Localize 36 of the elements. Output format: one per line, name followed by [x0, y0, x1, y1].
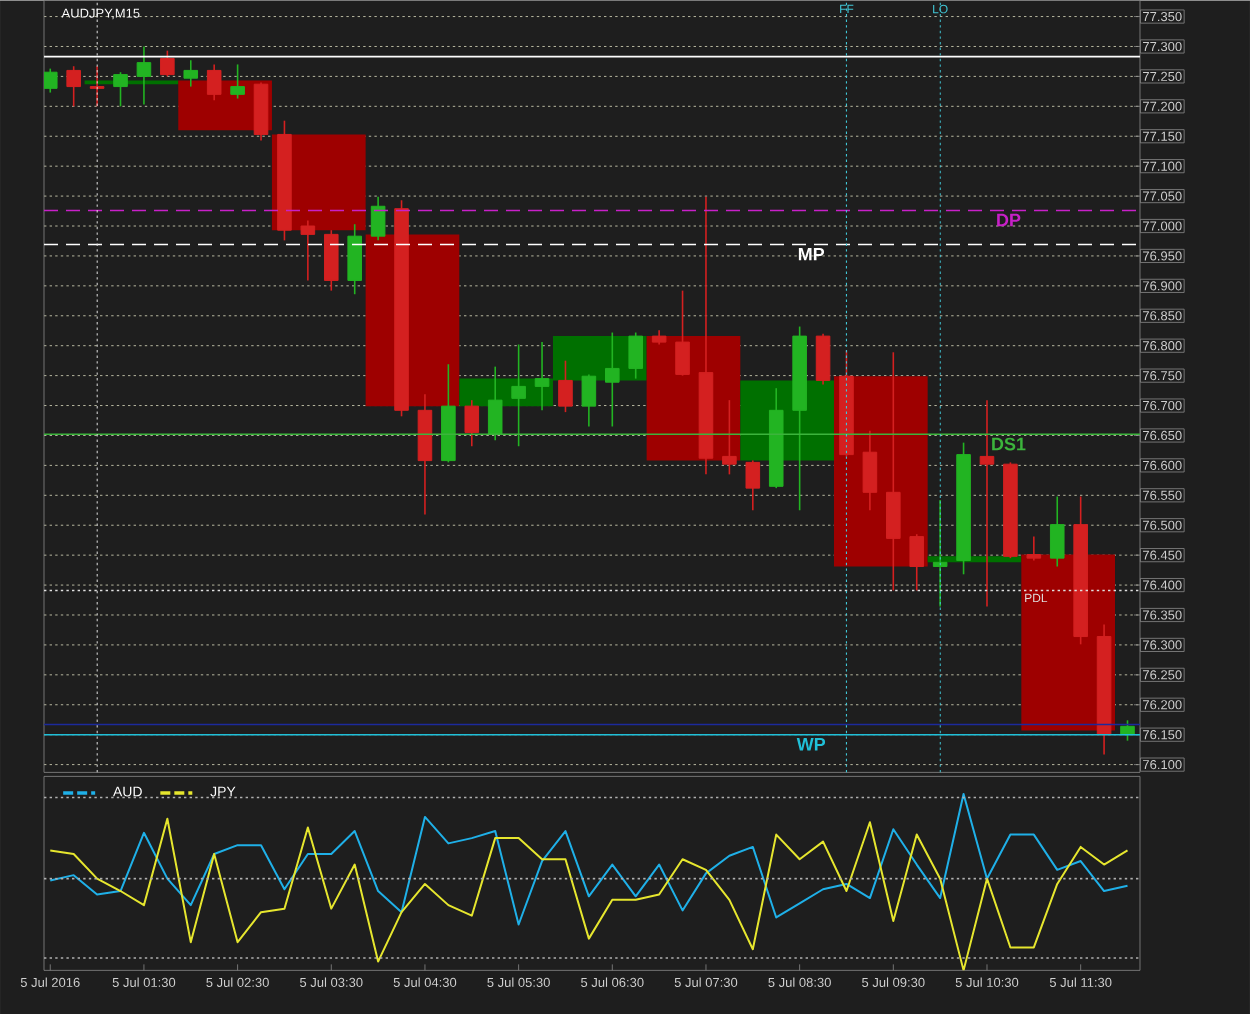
candlestick [347, 223, 362, 295]
candlestick [160, 49, 175, 78]
candlestick [932, 499, 948, 608]
candlestick [675, 289, 690, 377]
candlestick [113, 71, 128, 107]
candlestick [534, 341, 550, 411]
candlestick [745, 459, 761, 511]
candlestick [464, 399, 480, 447]
candlestick [323, 229, 339, 292]
candlestick [66, 65, 81, 107]
ref-line-label: MP [798, 247, 825, 261]
candlestick [89, 65, 105, 107]
candlestick [1026, 535, 1042, 562]
candlestick [136, 45, 152, 106]
candlestick [487, 365, 503, 441]
candlestick [206, 63, 222, 101]
candlestick [815, 332, 831, 386]
candlestick [605, 331, 620, 428]
candlestick [628, 331, 643, 380]
candlestick [886, 351, 901, 592]
candlestick [44, 67, 58, 94]
candlestick [300, 219, 316, 282]
candlestick [183, 59, 199, 88]
ref-line-label: DS1 [992, 437, 1026, 451]
candlestick [1049, 495, 1065, 568]
candlestick [370, 195, 386, 241]
ref-line-label: DP [997, 213, 1021, 227]
candlestick [511, 343, 526, 447]
ref-line-label: WP [796, 737, 826, 751]
candlestick [230, 63, 245, 100]
candlestick [862, 429, 878, 511]
candlestick [558, 359, 573, 413]
candlestick [581, 373, 597, 428]
candlestick [979, 399, 995, 608]
candlestick [909, 533, 925, 592]
candlestick [722, 399, 737, 475]
